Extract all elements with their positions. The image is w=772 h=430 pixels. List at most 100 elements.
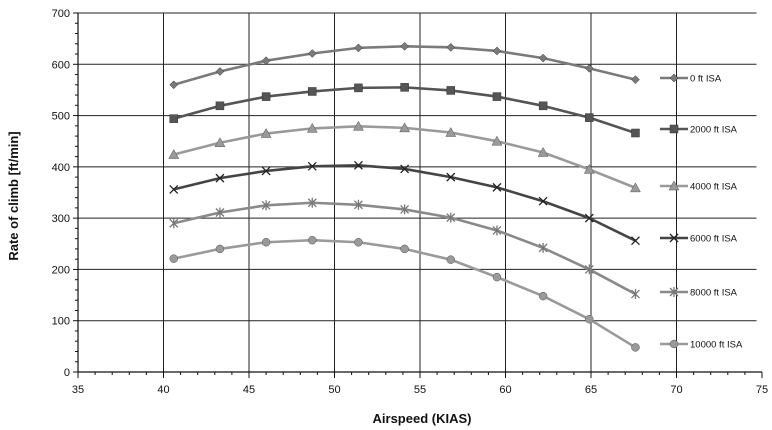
data-point [169, 254, 179, 263]
legend-entry: 8000 ft ISA [660, 287, 738, 299]
legend-entry: 4000 ft ISA [660, 180, 738, 193]
x-tick-label: 40 [157, 384, 169, 396]
data-point [668, 180, 680, 191]
data-point [261, 200, 271, 211]
data-point [446, 86, 456, 95]
data-point [669, 124, 679, 134]
data-point [215, 101, 225, 111]
data-point [261, 237, 271, 247]
data-point [215, 207, 225, 218]
legend-label: 6000 ft ISA [690, 234, 738, 245]
data-point [399, 122, 411, 133]
y-tick-label: 300 [52, 213, 70, 225]
x-tick-label: 65 [585, 384, 597, 396]
legend-entry: 0 ft ISA [660, 74, 722, 85]
data-point [169, 80, 179, 90]
x-axis-title: Airspeed (KIAS) [373, 411, 472, 426]
data-point [400, 204, 410, 215]
series-line [173, 125, 636, 190]
data-point [669, 339, 679, 349]
data-point [307, 49, 317, 58]
data-point [214, 137, 226, 148]
axes: 35 40 45 50 55 60 65 70 75 0 100 200 300 400 500 600 700 [52, 8, 768, 396]
data-point [446, 255, 456, 264]
data-point [215, 67, 225, 76]
data-point [583, 163, 595, 174]
data-point [307, 197, 317, 208]
data-point [669, 287, 679, 297]
data-point [400, 83, 409, 92]
data-point [353, 199, 363, 210]
series-1 [169, 83, 640, 138]
x-tick-label: 55 [414, 384, 426, 396]
data-point [446, 43, 456, 52]
data-point [261, 166, 271, 176]
x-tick-label: 50 [328, 384, 340, 396]
data-point [307, 161, 317, 171]
data-point [261, 92, 271, 101]
series-line [173, 164, 637, 242]
x-tick-label: 45 [243, 384, 255, 396]
y-tick-label: 600 [52, 59, 70, 71]
data-point [584, 264, 594, 275]
data-point [631, 289, 640, 300]
data-point [492, 272, 502, 282]
y-tick-label: 100 [52, 316, 70, 328]
legend-entry: 10000 ft ISA [660, 340, 743, 351]
legend-label: 0 ft ISA [690, 74, 722, 85]
x-tick-label: 70 [670, 384, 682, 396]
data-point [168, 149, 180, 159]
data-point [169, 218, 179, 229]
data-point [538, 101, 548, 111]
data-point [492, 92, 502, 101]
data-point [308, 87, 317, 96]
data-point [261, 56, 271, 66]
data-point [492, 225, 502, 236]
data-point [215, 244, 225, 254]
data-point [585, 314, 594, 324]
series-5 [169, 235, 640, 352]
data-point [631, 343, 640, 352]
data-point [538, 291, 548, 301]
data-point [306, 122, 318, 133]
data-point [446, 172, 456, 182]
data-point [353, 120, 364, 131]
x-tick-label: 75 [756, 384, 768, 396]
data-point [630, 182, 641, 193]
data-point [584, 64, 594, 73]
y-tick-label: 200 [52, 264, 70, 276]
data-point [492, 182, 502, 192]
data-point [446, 212, 456, 223]
legend: 0 ft ISA 2000 ft ISA 4000 ft ISA 6000 ft IS… [660, 74, 743, 351]
data-point [585, 113, 594, 122]
legend-label: 8000 ft ISA [690, 288, 738, 299]
data-point [631, 75, 640, 85]
series-3 [169, 160, 640, 246]
series-0 [169, 41, 640, 90]
data-point [400, 164, 410, 174]
legend-label: 2000 ft ISA [690, 125, 738, 136]
series-line [173, 238, 637, 349]
data-point [631, 128, 640, 138]
legend-label: 10000 ft ISA [690, 340, 743, 351]
data-point [169, 114, 179, 123]
series-2 [168, 120, 641, 193]
data-point [308, 235, 317, 245]
data-point [669, 233, 679, 243]
data-point [631, 236, 640, 246]
x-tick-label: 60 [499, 384, 511, 396]
data-point [492, 46, 502, 56]
data-point [354, 83, 363, 93]
data-point [353, 160, 363, 170]
data-point [260, 128, 272, 138]
series-4 [169, 197, 640, 300]
data-point [537, 146, 549, 157]
data-point [445, 126, 457, 137]
series-line [173, 45, 636, 87]
data-point [215, 173, 225, 183]
data-point [538, 53, 548, 63]
data-point [669, 73, 679, 83]
x-tick-label: 35 [72, 384, 84, 396]
y-tick-label: 700 [52, 8, 70, 20]
